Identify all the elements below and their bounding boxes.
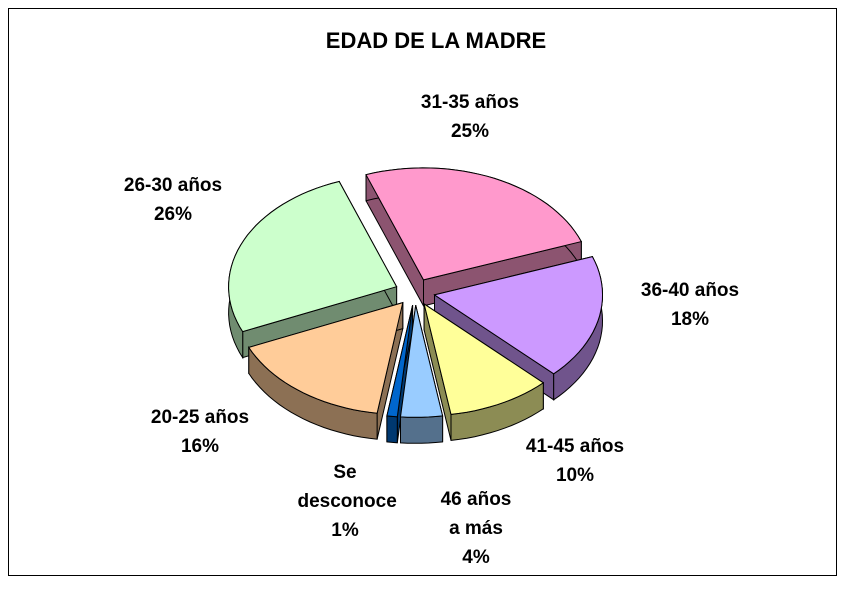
slice [433,256,604,375]
category-label: 26-30 años [123,175,223,196]
slice-label: Se desconoce 1% [297,458,397,545]
value-label: 18% [670,309,710,330]
category-label: 41-45 años [525,436,625,457]
slice-label: 20-25 años 16% [130,403,270,461]
slice [247,301,404,414]
value-label: 1% [331,520,359,541]
slice-side [400,415,444,444]
slice-label: 46 años a más 4% [436,485,516,572]
slice [386,305,414,418]
category-label: Se desconoce [297,462,397,512]
slice [365,167,583,281]
slice-label: 41-45 años 10% [505,432,645,490]
slice [228,180,398,333]
value-label: 10% [555,465,595,486]
category-label: 31-35 años [420,92,520,113]
category-label: 46 años a más [440,489,512,539]
chart-title: EDAD DE LA MADRE [326,28,546,53]
value-label: 25% [450,121,490,142]
value-label: 26% [153,204,193,225]
value-label: 16% [180,436,220,457]
slice [423,302,545,415]
value-label: 4% [462,547,490,568]
category-label: 20-25 años [150,407,250,428]
slice [399,305,444,418]
category-label: 36-40 años [640,280,740,301]
slice-label: 36-40 años 18% [620,276,760,334]
slice-side [386,415,398,444]
slice-label: 26-30 años 26% [103,171,243,229]
slice-label: 31-35 años 25% [400,88,540,146]
